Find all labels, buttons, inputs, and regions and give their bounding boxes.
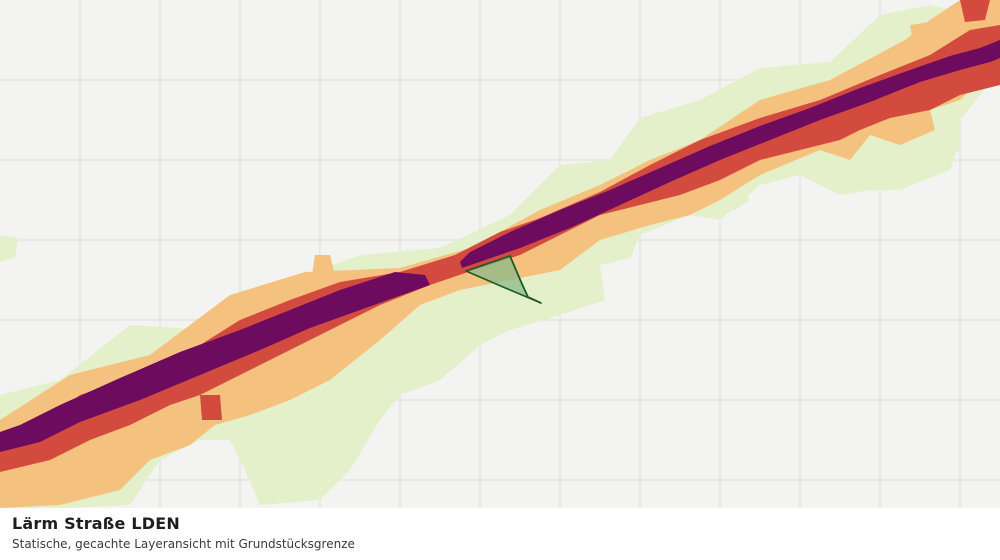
parcel-boundary[interactable] xyxy=(465,255,542,304)
map-title: Lärm Straße LDEN xyxy=(12,514,180,533)
map-subtitle: Statische, gecachte Layeransicht mit Gru… xyxy=(12,537,355,551)
map-caption: Lärm Straße LDEN Statische, gecachte Lay… xyxy=(0,508,1000,560)
noise-zone-max xyxy=(0,40,1000,452)
